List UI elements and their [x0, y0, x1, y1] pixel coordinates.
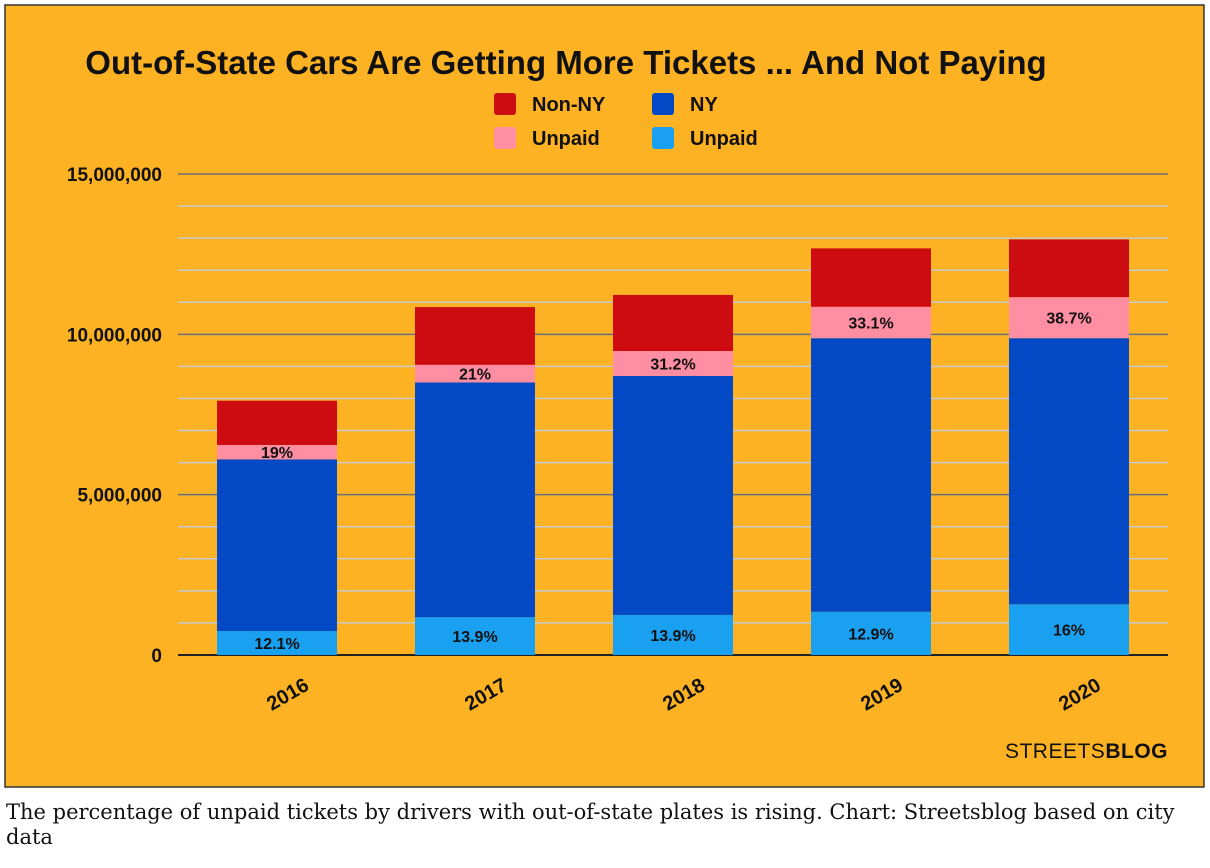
bar-segment-non-ny-2020	[1009, 239, 1129, 298]
bar-segment-unpaid-ny-2020	[1009, 604, 1129, 655]
y-tick-label: 10,000,000	[67, 325, 162, 346]
y-tick-label: 5,000,000	[77, 486, 162, 507]
bar-segment-unpaid-ny-2018	[613, 614, 733, 655]
brand-light: STREETS	[1005, 740, 1105, 763]
bar-segment-non-ny-2019	[811, 248, 931, 307]
legend-entry: Unpaid	[494, 127, 600, 150]
legend-label: Unpaid	[532, 128, 600, 150]
bars: 12.1% 19% 13.9% 21% 13.9% 31.2% 12.9% 33.1% 16% 3…	[217, 239, 1129, 655]
chart-background	[4, 4, 1205, 788]
legend-entry: Non-NY	[494, 93, 606, 116]
chart: Out-of-State Cars Are Getting More Ticke…	[4, 4, 1205, 788]
data-label: 12.1%	[254, 636, 299, 653]
bar-segment-unpaid-ny-2016	[217, 630, 337, 655]
bar-segment-ny-2019	[811, 338, 931, 612]
legend-label: Unpaid	[690, 128, 758, 150]
data-label: 21%	[459, 367, 491, 384]
data-label: 19%	[261, 445, 293, 462]
legend-swatch	[652, 127, 674, 149]
bar-segment-non-ny-2016	[217, 400, 337, 445]
brand-bold: BLOG	[1105, 740, 1168, 763]
bar-segment-unpaid-non-ny-2018	[613, 351, 733, 377]
bar-segment-unpaid-ny-2019	[811, 611, 931, 655]
chart-title: Out-of-State Cars Are Getting More Ticke…	[85, 44, 1046, 81]
bar-segment-ny-2018	[613, 376, 733, 615]
legend: Non-NY NY Unpaid Unpaid	[494, 93, 758, 150]
legend-entry: NY	[652, 93, 718, 116]
data-label: 13.9%	[650, 628, 695, 645]
bar-segment-unpaid-non-ny-2017	[415, 364, 535, 383]
bar-segment-unpaid-non-ny-2016	[217, 444, 337, 460]
legend-label: NY	[690, 94, 718, 116]
bar-segment-non-ny-2018	[613, 294, 733, 352]
bar-segment-unpaid-ny-2017	[415, 617, 535, 655]
legend-swatch	[494, 127, 516, 149]
y-axis-tick-labels: 0 5,000,000 10,000,000 15,000,000	[67, 165, 162, 667]
data-label: 31.2%	[650, 357, 695, 374]
legend-label: Non-NY	[532, 94, 606, 116]
bar-segment-non-ny-2017	[415, 307, 535, 365]
bar-segment-ny-2017	[415, 382, 535, 618]
legend-swatch	[652, 93, 674, 115]
y-tick-label: 0	[151, 646, 162, 667]
data-label: 33.1%	[848, 315, 893, 332]
bar-segment-ny-2020	[1009, 338, 1129, 605]
figure-caption: The percentage of unpaid tickets by driv…	[6, 800, 1175, 849]
data-label: 12.9%	[848, 626, 893, 643]
legend-entry: Unpaid	[652, 127, 758, 150]
bar-segment-unpaid-non-ny-2020	[1009, 297, 1129, 339]
data-label: 38.7%	[1046, 311, 1091, 328]
bar-segment-ny-2016	[217, 459, 337, 631]
data-label: 16%	[1053, 623, 1085, 640]
streetsblog-logo: STREETSBLOG	[1005, 740, 1168, 763]
data-label: 13.9%	[452, 629, 497, 646]
y-tick-label: 15,000,000	[67, 165, 162, 186]
legend-swatch	[494, 93, 516, 115]
bar-segment-unpaid-non-ny-2019	[811, 306, 931, 339]
